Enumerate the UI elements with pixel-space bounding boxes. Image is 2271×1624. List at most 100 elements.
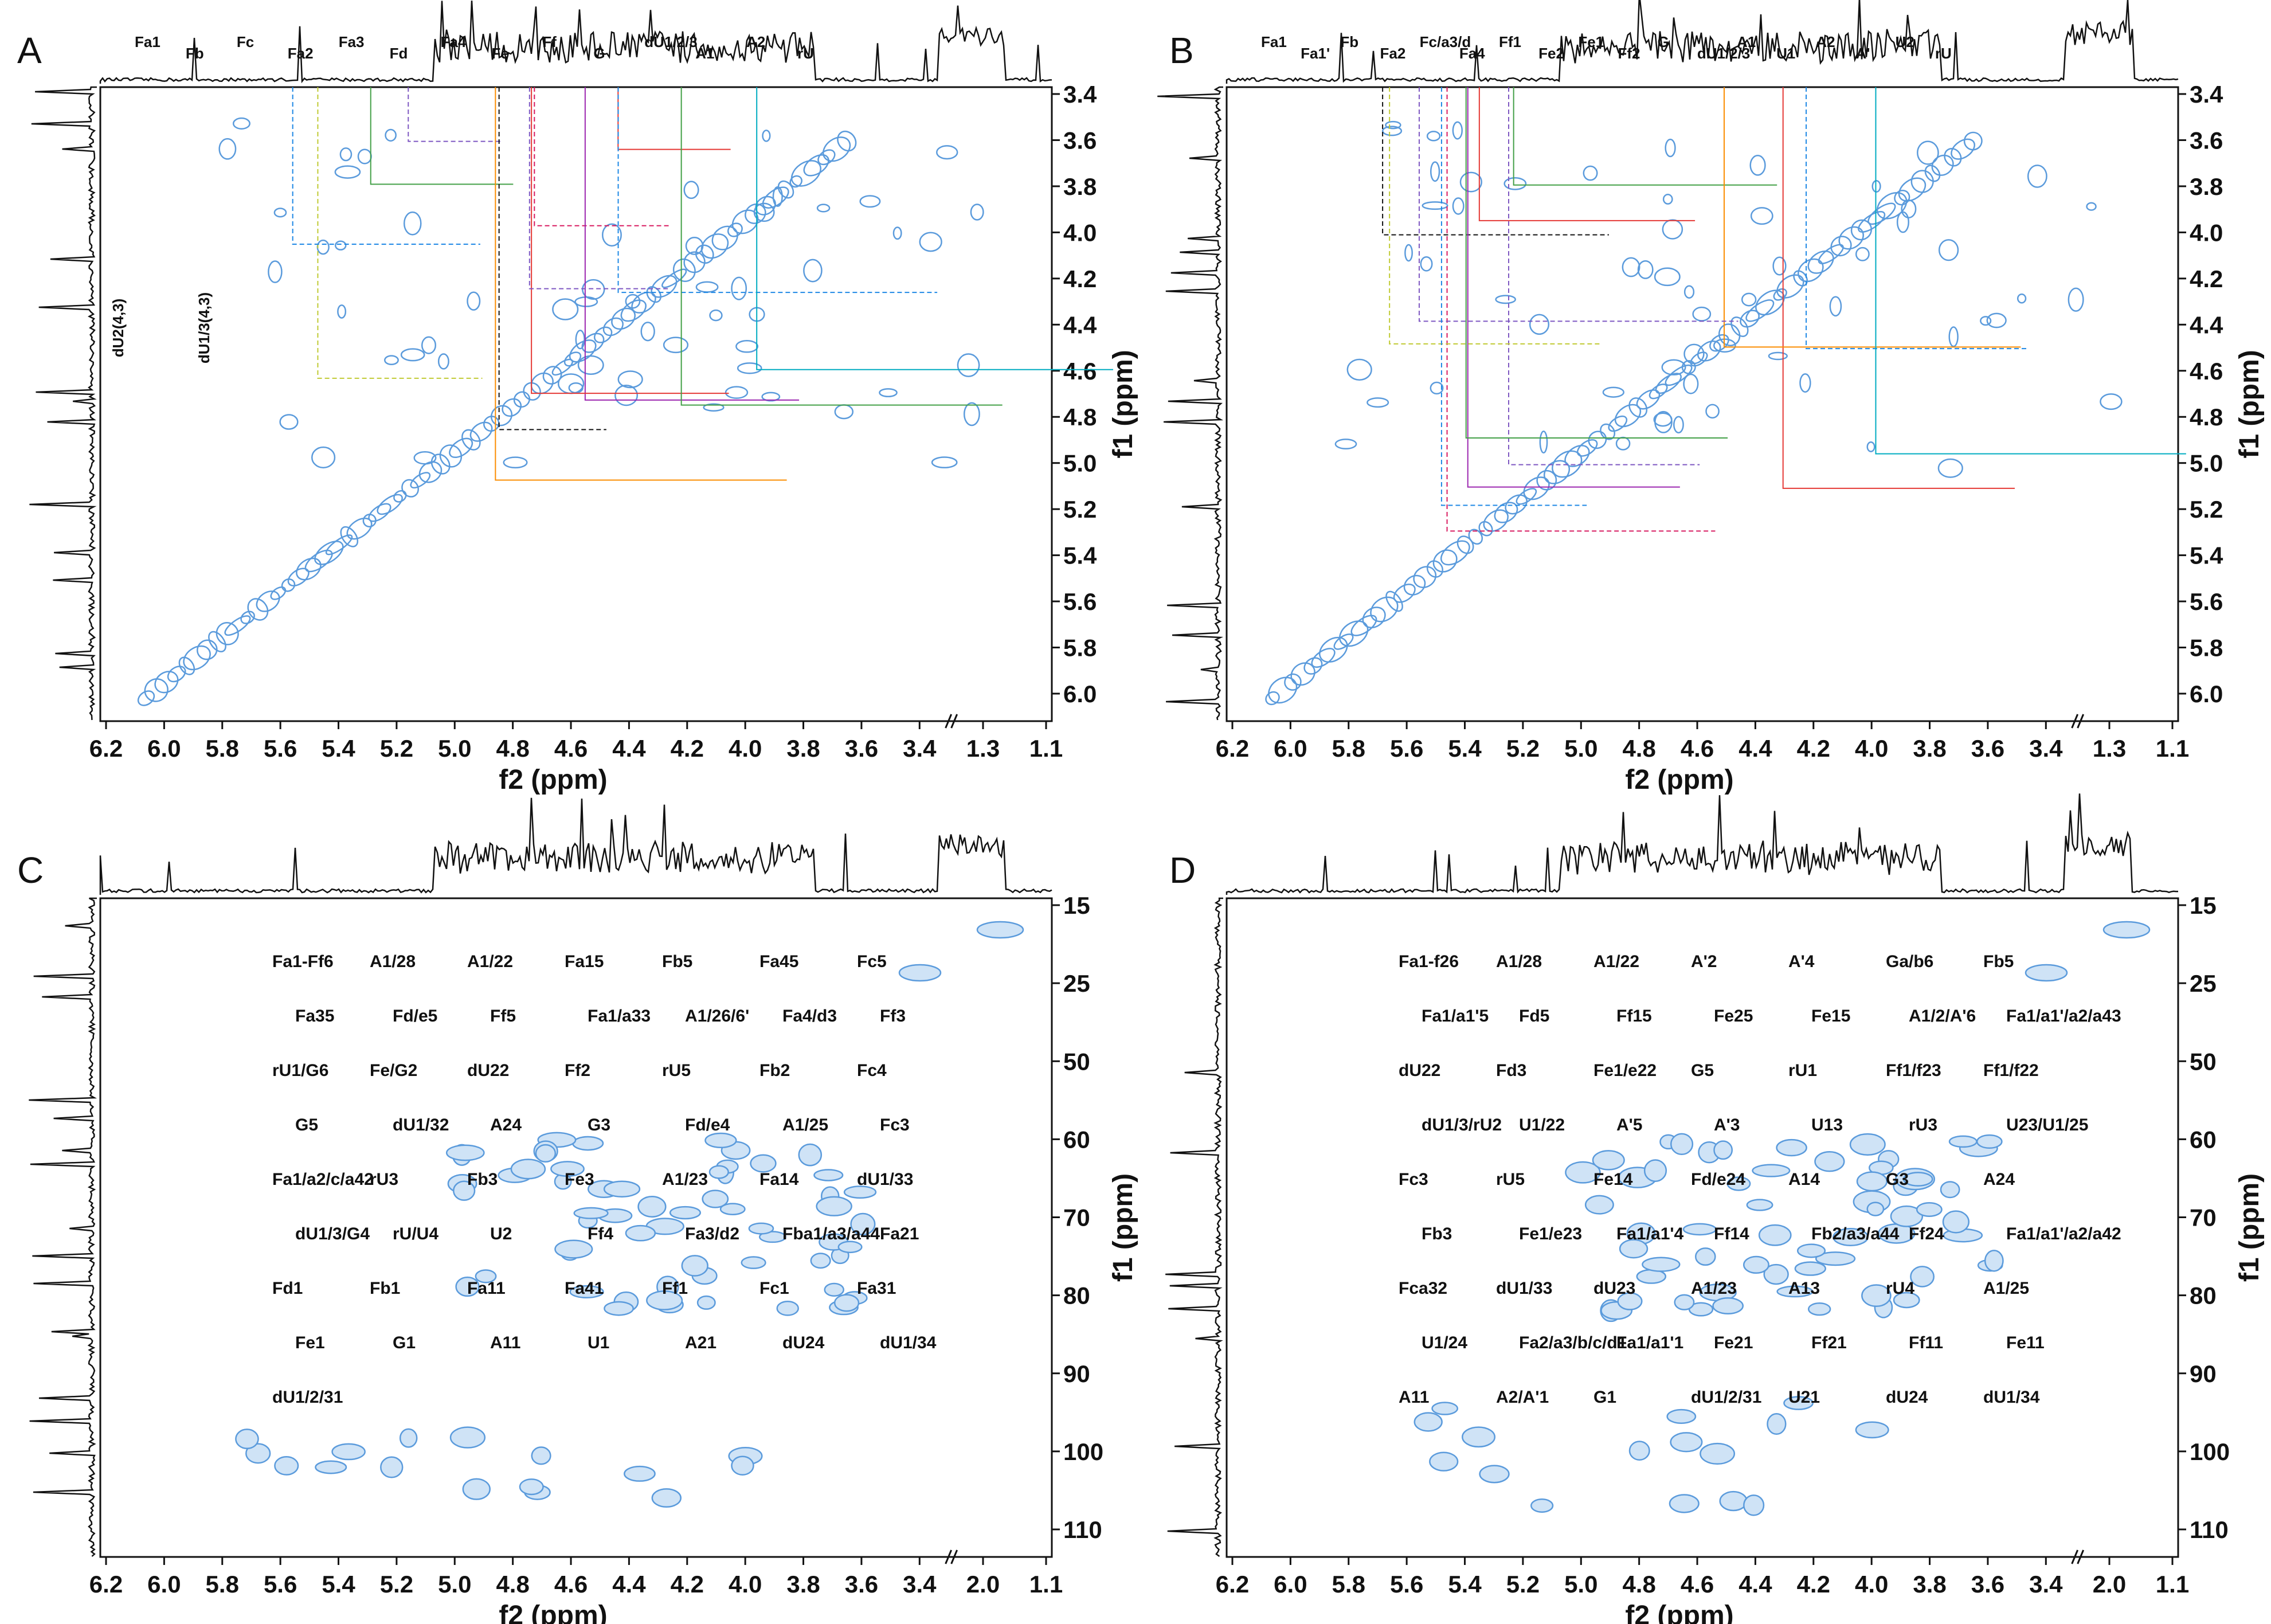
peak-label: Ff1/f23: [1886, 1061, 1941, 1080]
diag-peak: [1432, 549, 1458, 573]
cross-peak: [1637, 260, 1654, 279]
x-tick-label: 4.2: [671, 735, 704, 762]
anomeric-peak: [624, 1465, 656, 1482]
cross-peak: [535, 1144, 557, 1163]
cross-peak: [337, 304, 347, 319]
y-tick-label: 3.6: [2190, 127, 2223, 154]
peak-label: U1/24: [1422, 1333, 1467, 1352]
x-tick-label: 1.1: [1029, 1571, 1063, 1598]
peak-label: Ff1: [662, 1279, 688, 1298]
cross-peak: [574, 296, 598, 307]
diag-peak: [1543, 460, 1571, 484]
correlation-path: [1508, 87, 1700, 465]
cross-peak: [550, 1161, 585, 1177]
top-peak-label: dU1/2/3: [644, 33, 698, 50]
correlation-path: [370, 87, 514, 185]
cross-peak: [1426, 131, 1441, 142]
diag-peak: [1709, 334, 1729, 352]
x-tick-label: 1.1: [2156, 1571, 2189, 1598]
x-axis-title: f2 (ppm): [499, 765, 607, 795]
cross-peak: [1694, 1247, 1716, 1266]
cross-peak: [1430, 381, 1444, 395]
peak-label: Fc3: [880, 1116, 910, 1134]
diag-peak: [1413, 566, 1437, 589]
cross-peak: [400, 348, 425, 362]
x-tick-label: 5.2: [1506, 735, 1540, 762]
peak-label: Fb5: [662, 952, 692, 971]
top-peak-label: U2: [1896, 33, 1914, 50]
peak-label: rU3: [370, 1170, 398, 1189]
projection-f1: [29, 86, 97, 721]
top-peak-label: dU1/2/3: [1697, 45, 1751, 62]
diag-peak: [646, 286, 661, 303]
cross-peak: [1430, 161, 1440, 182]
cross-peak: [1758, 1224, 1792, 1246]
peak-label: Fb5: [1983, 952, 2014, 971]
peak-label: Fa14: [759, 1170, 799, 1189]
cross-peak: [758, 1231, 786, 1243]
cross-peak: [218, 138, 237, 160]
cross-peak: [798, 1143, 823, 1167]
cross-peak: [1619, 1239, 1649, 1259]
cross-peak: [1692, 306, 1712, 322]
peak-label: A11: [1399, 1388, 1429, 1407]
peak-label: Fa1/a2/c/a42: [272, 1170, 374, 1189]
anomeric-peak: [1413, 1412, 1443, 1432]
cross-peak: [1940, 1181, 1960, 1199]
peak-label: A'4: [1788, 952, 1815, 971]
anomeric-peak: [1431, 1402, 1459, 1415]
correlation-path: [408, 87, 503, 142]
diag-peak: [1963, 131, 1983, 151]
y-axis-title: f1 (ppm): [2234, 1173, 2265, 1282]
diag-peak: [314, 541, 344, 565]
diag-peak: [1773, 288, 1787, 301]
cross-peak: [892, 226, 902, 240]
x-tick-label: 3.8: [786, 1571, 820, 1598]
cross-peak: [1815, 1251, 1856, 1266]
peak-label: Ff11: [1909, 1333, 1943, 1352]
y-tick-label: 25: [2190, 970, 2217, 997]
diag-peak: [281, 578, 296, 592]
cross-peak: [1893, 1292, 1920, 1309]
projection-f2: [1225, 793, 2179, 895]
diag-peak: [513, 391, 531, 408]
cross-peak: [703, 403, 725, 412]
peak-label: Fb3: [1422, 1224, 1452, 1243]
diag-peak: [569, 339, 597, 363]
diag-peak: [197, 639, 218, 660]
diag-peak: [1944, 148, 1962, 167]
top-peak-label: Fa4: [441, 33, 467, 50]
peak-label: dU1/33: [1496, 1279, 1552, 1298]
y-tick-label: 4.8: [2190, 404, 2223, 431]
y-tick-label: 3.8: [1063, 173, 1097, 200]
peak-label: Ff3: [880, 1007, 906, 1026]
x-tick-label: 4.2: [1797, 735, 1830, 762]
cross-peak: [1674, 1294, 1695, 1310]
anomeric-peak: [1666, 1408, 1697, 1425]
diag-peak: [418, 461, 443, 483]
peak-label: Fb2: [759, 1061, 790, 1080]
peak-label: Fe1/e23: [1519, 1224, 1582, 1243]
top-peak-label: Fa2: [288, 45, 314, 62]
correlation-path: [1467, 87, 1680, 488]
cross-peak: [1799, 373, 1811, 393]
top-peak-label: Fb: [186, 45, 204, 62]
diag-peak: [1665, 364, 1693, 386]
peak-label: Fc4: [857, 1061, 887, 1080]
top-peak-label: U1: [1776, 45, 1795, 62]
x-tick-label: 3.4: [903, 735, 937, 762]
x-tick-label: 6.2: [89, 735, 123, 762]
panel-letter: B: [1169, 30, 1194, 71]
anomeric-peak: [1855, 1421, 1889, 1439]
x-tick-label: 4.0: [729, 735, 762, 762]
peak-label: Fc1: [759, 1279, 789, 1298]
cross-peak: [816, 1196, 852, 1216]
anomeric-peak: [1700, 1442, 1736, 1465]
diag-peak: [1265, 691, 1280, 706]
peak-label: Fe21: [1714, 1333, 1753, 1352]
diag-peak: [393, 490, 407, 503]
peak-label: rU3: [1909, 1116, 1937, 1134]
diag-peak: [620, 299, 647, 322]
x-tick-label: 4.4: [1739, 735, 1772, 762]
cross-peak: [577, 355, 604, 375]
